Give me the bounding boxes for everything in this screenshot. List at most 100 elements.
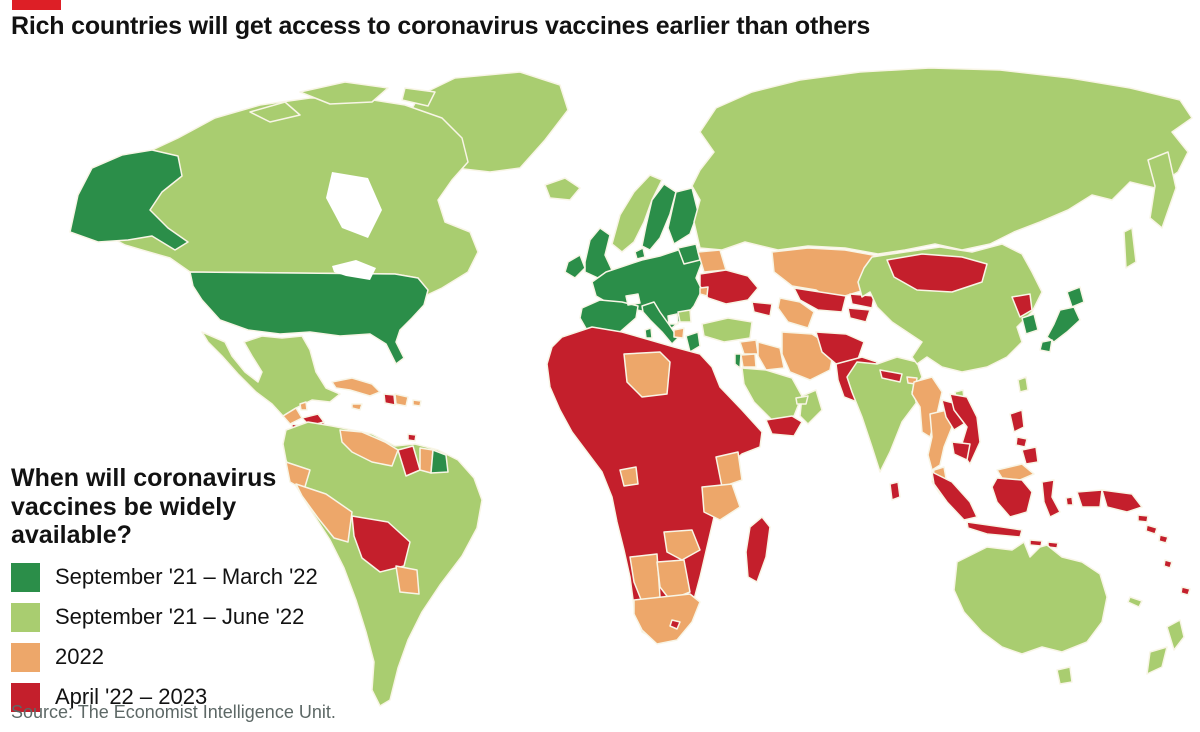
region-caucasus — [751, 301, 773, 317]
country-philippines-luzon — [1009, 409, 1025, 433]
legend-item-latest: April '22 – 2023 — [11, 682, 356, 712]
country-belarus — [697, 249, 727, 273]
country-israel — [734, 353, 742, 369]
country-turkmenistan — [777, 297, 815, 329]
country-peru — [295, 483, 353, 543]
country-serbia — [677, 309, 692, 323]
country-canada-arctic-1 — [299, 81, 389, 105]
country-french-guiana — [430, 449, 449, 474]
country-united-kingdom — [584, 227, 613, 279]
country-indonesia-papua — [1076, 489, 1103, 508]
country-oman — [799, 389, 823, 425]
country-jordan — [740, 353, 757, 368]
country-indonesia-lesser-sunda-1 — [1029, 539, 1043, 547]
country-italy — [641, 301, 679, 345]
legend-item-early: September '21 – March '22 — [11, 562, 356, 592]
country-kenya — [715, 451, 743, 488]
legend-swatch-late — [11, 642, 40, 672]
hudson-bay — [326, 172, 382, 238]
country-india — [846, 356, 923, 473]
region-kamchatka — [1147, 151, 1177, 229]
country-finland — [667, 187, 699, 245]
country-png-new-britain — [1137, 514, 1149, 523]
country-turkey — [701, 317, 753, 343]
country-lesotho — [669, 619, 681, 630]
country-fiji — [1180, 586, 1191, 596]
country-philippines-visayas — [1015, 436, 1028, 448]
country-jamaica — [351, 403, 363, 411]
economist-red-tab — [12, 0, 61, 10]
legend-swatch-latest — [11, 682, 40, 712]
country-papua-new-guinea — [1101, 489, 1143, 513]
country-albania — [673, 327, 685, 339]
country-south-africa — [633, 593, 701, 645]
legend-item-late: 2022 — [11, 642, 356, 672]
country-philippines-mindanao — [1021, 446, 1039, 465]
country-tanzania — [701, 483, 741, 521]
country-mexico — [201, 331, 341, 417]
legend-label-latest: April '22 – 2023 — [55, 684, 208, 709]
country-greece — [685, 331, 701, 353]
country-new-zealand-north — [1166, 619, 1185, 651]
country-south-korea — [1021, 313, 1039, 335]
country-sweden — [641, 183, 677, 251]
country-new-caledonia — [1127, 596, 1143, 608]
country-japan-hokkaido — [1066, 286, 1085, 308]
country-norway — [611, 174, 663, 253]
great-lakes — [332, 260, 376, 280]
country-dominican-republic — [394, 393, 409, 407]
country-indonesia-sulawesi — [1041, 479, 1061, 518]
legend-label-mid: September '21 – June '22 — [55, 604, 305, 629]
country-new-zealand-south — [1146, 646, 1168, 675]
country-australia-tasmania — [1056, 666, 1073, 685]
country-nepal — [879, 369, 903, 383]
country-sri-lanka — [889, 481, 901, 501]
country-yemen — [765, 415, 803, 437]
map-legend: When will coronavirus vaccines be widely… — [11, 464, 356, 723]
legend-question: When will coronavirus vaccines be widely… — [11, 464, 277, 549]
country-iceland — [544, 177, 581, 201]
country-indonesia-maluku — [1065, 496, 1074, 506]
source-note: Source: The Economist Intelligence Unit. — [11, 702, 336, 722]
legend-label-late: 2022 — [55, 644, 104, 669]
country-bosnia — [667, 313, 679, 325]
country-japan-honshu — [1046, 306, 1081, 343]
country-saudi-arabia — [741, 367, 803, 421]
country-indonesia-sumatra — [931, 471, 978, 521]
country-belize — [299, 401, 308, 411]
legend-swatch-early — [11, 562, 40, 592]
country-haiti — [383, 393, 396, 406]
country-canada — [107, 97, 479, 297]
country-solomon-islands-2 — [1158, 534, 1169, 544]
country-mongolia — [886, 253, 988, 293]
country-uae — [795, 395, 809, 405]
country-madagascar — [745, 516, 771, 583]
legend-swatch-mid — [11, 602, 40, 632]
country-puerto-rico — [412, 399, 422, 407]
country-moldova — [699, 286, 709, 297]
country-canada-arctic-3 — [249, 101, 301, 123]
country-indonesia-java — [966, 521, 1023, 538]
country-ireland — [564, 254, 586, 279]
country-alaska — [69, 149, 189, 251]
country-bolivia — [351, 515, 411, 573]
legend-label-early: September '21 – March '22 — [55, 564, 318, 589]
country-taiwan — [1017, 376, 1029, 393]
country-north-korea — [1011, 293, 1033, 318]
country-russia — [691, 67, 1193, 255]
country-uzbekistan — [793, 287, 847, 313]
country-denmark — [634, 247, 646, 260]
country-united-states — [189, 271, 429, 365]
country-venezuela — [339, 429, 399, 467]
country-italy-sardinia — [644, 327, 653, 339]
region-africa-base — [546, 326, 763, 643]
country-syria — [739, 339, 759, 355]
country-indonesia-borneo — [991, 477, 1033, 518]
country-iraq — [757, 341, 785, 371]
country-zambia — [663, 529, 701, 561]
country-paraguay — [395, 565, 420, 595]
country-japan-kyushu — [1039, 339, 1053, 353]
country-canada-arctic-2 — [401, 87, 436, 107]
